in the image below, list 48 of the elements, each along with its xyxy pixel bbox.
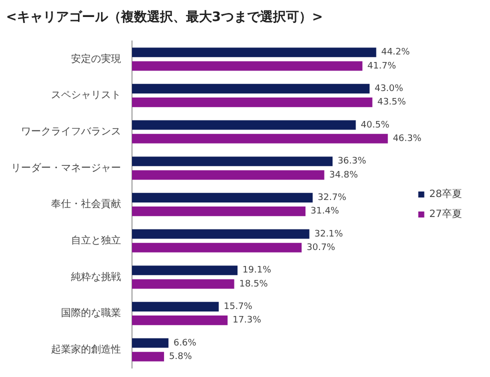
y-tick-label: スペシャリスト <box>51 90 121 102</box>
y-tick-label: 起業家的創造性 <box>51 343 121 356</box>
data-label: 15.7% <box>224 302 253 312</box>
y-tick-label: ワークライフバランス <box>21 126 121 138</box>
bar <box>132 48 376 58</box>
bar <box>132 316 228 326</box>
bar <box>132 206 306 216</box>
data-label: 6.6% <box>173 338 197 348</box>
bar <box>132 192 313 202</box>
data-label: 30.7% <box>306 242 336 253</box>
data-label: 5.8% <box>169 352 192 362</box>
data-label: 31.4% <box>310 206 340 217</box>
y-tick-label: 純粋な挑戦 <box>71 270 121 283</box>
data-label: 17.3% <box>232 316 262 326</box>
data-label: 44.2% <box>381 48 410 58</box>
y-tick-label: 自立と独立 <box>71 234 121 246</box>
data-label: 43.0% <box>374 84 404 94</box>
bar <box>132 266 238 276</box>
bar <box>132 156 333 166</box>
data-label: 34.8% <box>329 170 358 180</box>
y-tick-label: 安定の実現 <box>71 52 121 65</box>
data-label: 19.1% <box>242 266 272 276</box>
y-tick-label: 国際的な職業 <box>61 307 121 320</box>
data-label: 36.3% <box>338 156 367 167</box>
data-label: 32.7% <box>318 193 347 204</box>
bar <box>132 242 302 252</box>
bar <box>132 338 168 348</box>
y-tick-label: リーダー・マネージャー <box>11 162 121 174</box>
data-label: 41.7% <box>367 61 396 72</box>
bar <box>132 302 219 312</box>
data-label: 40.5% <box>360 120 390 130</box>
bar <box>132 229 310 239</box>
bar <box>132 279 234 289</box>
legend-label: 27卒夏 <box>429 208 462 220</box>
data-label: 18.5% <box>239 279 268 290</box>
legend-label: 28卒夏 <box>429 188 462 200</box>
y-tick-label: 奉仕・社会貢献 <box>51 198 121 210</box>
bar <box>132 170 324 180</box>
bar <box>132 134 388 144</box>
chart-title: <キャリアゴール（複数選択、最大3つまで選択可）> <box>5 8 324 27</box>
data-label: 32.1% <box>314 229 344 240</box>
bar <box>132 61 362 71</box>
bar <box>132 98 372 108</box>
data-label: 46.3% <box>392 134 422 144</box>
data-label: 43.5% <box>377 98 406 108</box>
bar <box>132 352 164 362</box>
bar <box>132 120 356 130</box>
bar <box>132 84 370 94</box>
